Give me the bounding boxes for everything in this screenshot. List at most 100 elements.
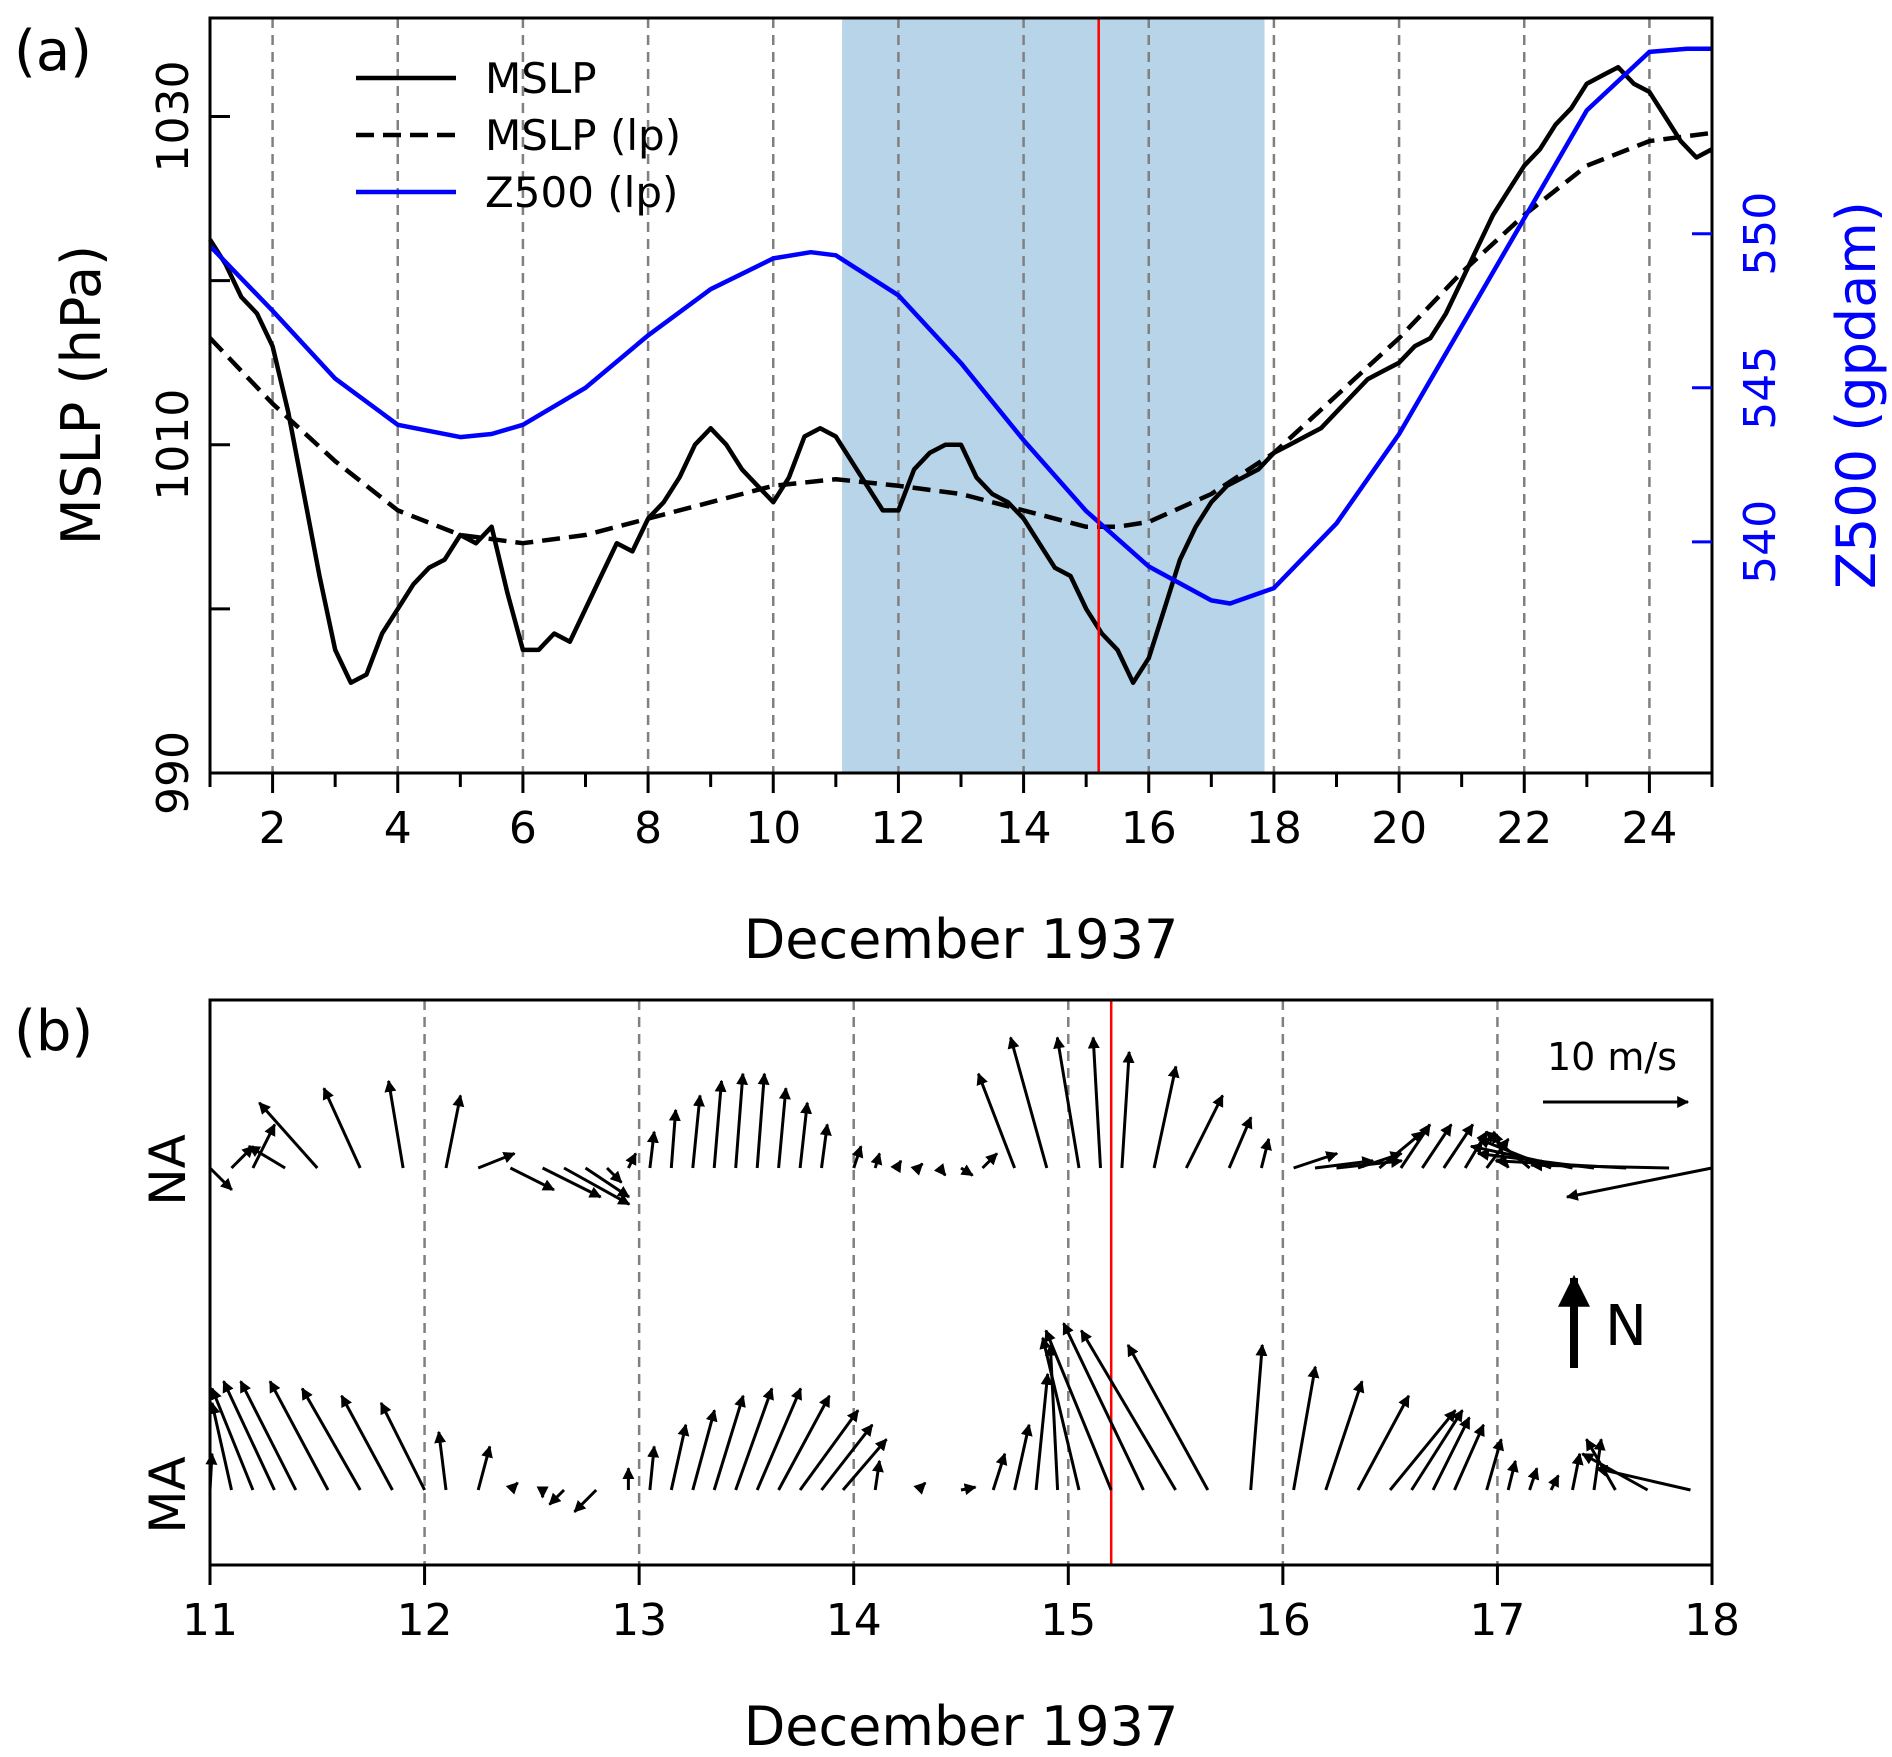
wind-arrow-ma	[1039, 1336, 1081, 1491]
shaded-period	[842, 18, 1265, 773]
series-line-mslp-lp	[208, 130, 1713, 546]
wind-arrow-ma	[1292, 1365, 1320, 1491]
north-label: N	[1605, 1294, 1647, 1359]
wind-arrow-ma	[210, 1387, 255, 1491]
wind-arrow-ma	[1592, 1438, 1606, 1491]
wind-arrow-na	[1565, 1166, 1713, 1201]
x-tick-label: 10	[745, 803, 801, 854]
wind-arrow-na	[933, 1163, 947, 1177]
panel-b-x-axis-label: December 1937	[744, 1695, 1179, 1757]
wind-arrow-ma	[1485, 1438, 1504, 1491]
x-tick-label: 14	[826, 1595, 882, 1646]
wind-arrow-na	[1442, 1123, 1475, 1169]
wind-arrow-ma	[476, 1445, 493, 1491]
wind-arrow-ma	[1410, 1409, 1464, 1491]
wind-arrow-ma	[712, 1394, 746, 1491]
x-tick-label: 2	[259, 803, 287, 854]
wind-arrow-ma	[1044, 1329, 1113, 1491]
wind-arrow-na	[1120, 1050, 1135, 1169]
panel-a-x-ticks: 2 4 6 8 10 12 14 16 18 20 22 24	[208, 773, 1714, 854]
x-tick-label: 15	[1040, 1595, 1096, 1646]
series-line-mslp	[208, 64, 1714, 685]
wind-arrow-na	[1087, 1036, 1102, 1169]
wind-arrow-ma	[960, 1483, 977, 1496]
x-tick-label: 12	[397, 1595, 453, 1646]
wind-arrow-na	[563, 1166, 631, 1206]
wind-arrow-na	[1314, 1156, 1375, 1170]
wind-arrow-ma	[379, 1401, 426, 1491]
wind-arrow-na	[208, 1166, 233, 1191]
wind-arrow-na	[890, 1159, 903, 1174]
wind-arrow-na	[444, 1094, 465, 1169]
legend-label-mslp: MSLP	[485, 54, 597, 103]
y-tick-label: 1030	[148, 60, 199, 172]
wind-arrow-na	[1152, 1065, 1180, 1169]
wind-arrow-ma	[1527, 1467, 1540, 1491]
x-tick-label: 14	[996, 803, 1052, 854]
wind-arrow-na	[541, 1166, 602, 1199]
x-tick-label: 18	[1684, 1595, 1740, 1646]
wind-arrow-ma	[1506, 1459, 1519, 1491]
wind-arrow-na	[584, 1166, 630, 1199]
x-tick-label: 12	[870, 803, 926, 854]
wind-arrow-na	[798, 1101, 813, 1169]
wind-arrow-ma	[1324, 1380, 1365, 1491]
panel-a-y-right-axis-label: Z500 (gpdam)	[1825, 201, 1888, 589]
x-tick-label: 24	[1621, 803, 1677, 854]
wind-arrow-na	[605, 1166, 623, 1184]
x-tick-label: 11	[182, 1595, 238, 1646]
wind-arrow-ma	[340, 1394, 394, 1491]
wind-arrow-na	[1053, 1036, 1081, 1169]
wind-arrow-ma	[1431, 1416, 1471, 1491]
wind-arrow-na	[981, 1152, 999, 1170]
wind-arrow-ma	[1388, 1409, 1457, 1491]
wind-arrow-ma	[1453, 1423, 1485, 1491]
wind-arrow-ma	[734, 1387, 774, 1491]
wind-arrow-ma	[505, 1481, 519, 1495]
wind-arrow-na	[851, 1145, 864, 1169]
legend-label-mslp-lp: MSLP (lp)	[485, 111, 681, 160]
wind-arrow-ma	[548, 1488, 566, 1506]
wind-arrow-na	[247, 1145, 286, 1170]
wind-arrow-na	[777, 1087, 791, 1169]
row-label-ma: MA	[139, 1456, 197, 1533]
wind-arrow-ma	[669, 1423, 690, 1491]
wind-arrow-ma	[208, 1401, 233, 1491]
panel-b-gridlines	[423, 1000, 1499, 1565]
wind-arrow-ma	[573, 1488, 598, 1513]
wind-arrow-na	[1399, 1123, 1432, 1169]
panel-b-arrows	[205, 1036, 1713, 1513]
wind-arrow-na	[755, 1072, 770, 1169]
wind-arrow-ma	[1034, 1372, 1053, 1491]
wind-arrow-ma	[1571, 1452, 1584, 1491]
wind-arrow-ma	[1044, 1343, 1060, 1491]
wind-arrow-ma	[798, 1409, 860, 1491]
x-tick-label: 8	[634, 803, 662, 854]
x-tick-label: 6	[509, 803, 537, 854]
wind-arrow-na	[230, 1145, 255, 1170]
wind-arrow-ma	[1080, 1329, 1177, 1491]
panel-b-frame	[208, 998, 1714, 1567]
wind-arrow-ma	[1595, 1464, 1691, 1492]
y-right-tick-label: 545	[1735, 346, 1786, 430]
wind-arrow-ma	[841, 1438, 888, 1491]
panel-a-series	[208, 46, 1714, 685]
x-tick-label: 16	[1121, 803, 1177, 854]
wind-arrow-ma	[691, 1409, 718, 1491]
panel-a-x-axis-label: December 1937	[744, 908, 1179, 971]
wind-arrow-ma	[222, 1380, 276, 1491]
panel-a-gridlines	[271, 18, 1651, 773]
panel-a-label: (a)	[14, 19, 92, 84]
x-tick-label: 16	[1255, 1595, 1311, 1646]
wind-arrow-na	[960, 1164, 974, 1177]
wind-arrow-na	[509, 1166, 555, 1192]
wind-arrow-na	[734, 1072, 749, 1169]
wind-arrow-na	[1259, 1137, 1272, 1169]
wind-arrow-na	[625, 1152, 638, 1169]
panel-a-shade	[842, 18, 1265, 773]
wind-arrow-na	[976, 1072, 1017, 1169]
wind-arrow-ma	[1126, 1343, 1210, 1491]
legend-label-z500-lp: Z500 (lp)	[485, 168, 678, 217]
wind-arrow-na	[258, 1101, 319, 1169]
